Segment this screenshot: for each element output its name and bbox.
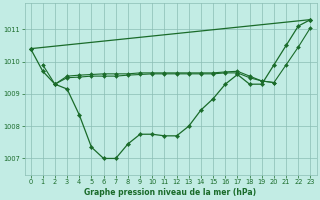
X-axis label: Graphe pression niveau de la mer (hPa): Graphe pression niveau de la mer (hPa) (84, 188, 257, 197)
